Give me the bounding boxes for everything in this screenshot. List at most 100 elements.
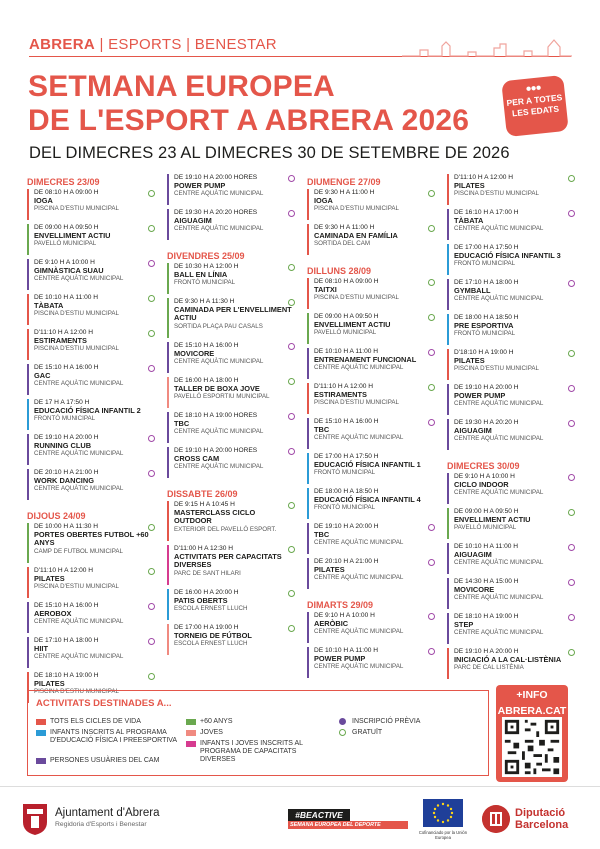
diputacio-name: Diputació Barcelona	[515, 807, 568, 831]
schedule-column-4: D'11:10 H A 12:00 H PILATES PISCINA D'ESTI…	[447, 174, 575, 683]
registration-circle-icon	[148, 260, 155, 267]
legend-label-registration: INSCRIPCIÓ PRÈVIA	[352, 718, 421, 725]
diputacio-line-2: Barcelona	[515, 819, 569, 831]
event-place: FRONTÓ MUNICIPAL	[314, 504, 376, 512]
event-name: PILATES	[454, 356, 485, 365]
event-time: DE 10:10 H A 11:00 H	[314, 647, 379, 654]
free-circle-icon	[148, 190, 155, 197]
event-name: CAMINADA PER L'ENVELLIMENT ACTIU	[174, 305, 292, 323]
event-item: DE 18:00 H A 18:50 H PRE ESPORTIVA FRONTÓ …	[447, 314, 575, 345]
event-place: FRONTÓ MUNICIPAL	[454, 260, 516, 268]
registration-dot-icon	[339, 718, 346, 725]
qr-code-icon[interactable]	[502, 717, 562, 777]
free-circle-icon	[339, 729, 346, 736]
event-name: TBC	[314, 425, 330, 434]
event-name: PILATES	[454, 181, 485, 190]
event-item: DE 9:30 H A 11:30 H CAMINADA PER L'ENVELL…	[167, 298, 295, 338]
event-name: POWER PUMP	[314, 654, 366, 663]
free-circle-icon	[288, 590, 295, 597]
event-place: CENTRE AQUÀTIC MUNICIPAL	[454, 559, 544, 567]
eu-flag-icon	[423, 799, 463, 827]
event-place: PARC DE CAL LISTÈNIA	[454, 664, 524, 672]
schedule-column-2: DE 19:10 H A 20:00 HORES POWER PUMP CENTRE…	[167, 174, 295, 659]
event-place: PAVELLÓ MUNICIPAL	[454, 524, 517, 532]
event-time: D'11:10 H A 12:00 H	[34, 567, 94, 574]
registration-circle-icon	[288, 210, 295, 217]
registration-circle-icon	[568, 385, 575, 392]
event-item: DE 19:10 H A 20:00 H POWER PUMP CENTRE AQU…	[447, 384, 575, 415]
event-item: DE 18:00 H A 18:50 H EDUCACIÓ FÍSICA INFA…	[307, 488, 435, 519]
event-name: PILATES	[34, 679, 65, 688]
registration-circle-icon	[428, 559, 435, 566]
brand-separator: |	[99, 36, 104, 53]
event-item: DE 17 H A 17:50 H EDUCACIÓ FÍSICA INFANTI…	[27, 399, 155, 430]
event-name: INICIACIÓ A LA CAL·LISTÈNIA	[454, 655, 562, 664]
event-item: DE 15:10 H A 16:00 H TBC CENTRE AQUÀTIC MU…	[307, 418, 435, 449]
event-item: DE 17:10 H A 18:00 H HIIT CENTRE AQUÀTIC M…	[27, 637, 155, 668]
legend-label-free: GRATUÏT	[352, 729, 383, 736]
footer: Ajuntament d'Abrera Regidoria d'Esports …	[0, 786, 600, 849]
event-item: DE 08:10 H A 09:00 H TAITXI PISCINA D'ESTI…	[307, 278, 435, 309]
event-name: ENVELLIMENT ACTIU	[454, 515, 531, 524]
day-heading: DILLUNS 28/09	[307, 266, 372, 276]
brand: ABRERA | ESPORTS | BENESTAR	[29, 36, 277, 53]
event-place: PISCINA D'ESTIU MUNICIPAL	[314, 294, 399, 302]
free-circle-icon	[148, 225, 155, 232]
event-place: PARC DE SANT HILARI	[174, 569, 241, 577]
event-item: DE 19:10 H A 20:00 H INICIACIÓ A LA CAL·L…	[447, 648, 575, 679]
event-item: DE 10:10 H A 11:00 H AIGUAGIM CENTRE AQUÀT…	[447, 543, 575, 574]
event-item: DE 17:10 H A 18:00 H GYMBALL CENTRE AQUÀTI…	[447, 279, 575, 310]
event-time: DE 17:00 H A 17:50 H	[314, 453, 379, 460]
event-place: PISCINA D'ESTIU MUNICIPAL	[34, 310, 119, 318]
registration-circle-icon	[568, 474, 575, 481]
title-line-1: SETMANA EUROPEA	[28, 70, 335, 103]
registration-circle-icon	[148, 470, 155, 477]
legend-item-youth: JOVES	[186, 729, 306, 737]
free-circle-icon	[428, 314, 435, 321]
legend-swatch-cam	[36, 758, 46, 764]
event-place: PISCINA D'ESTIU MUNICIPAL	[34, 688, 119, 696]
event-place: PAVELLÓ MUNICIPAL	[34, 240, 97, 248]
event-name: GIMNÀSTICA SUAU	[34, 266, 104, 275]
event-place: CENTRE AQUÀTIC MUNICIPAL	[314, 663, 404, 671]
eu-cofinanced-text: Cofinanciado por la Unión Europea	[418, 830, 468, 840]
event-time: DE 9:10 H A 10:00 H	[34, 259, 95, 266]
registration-circle-icon	[148, 435, 155, 442]
info-box[interactable]: +INFO ABRERA.CAT	[496, 685, 568, 782]
event-time: DE 16:00 H A 18:00 H	[174, 377, 239, 384]
event-name: IOGA	[34, 196, 53, 205]
event-place: CENTRE AQUÀTIC MUNICIPAL	[34, 380, 124, 388]
free-circle-icon	[288, 625, 295, 632]
event-name: GAC	[34, 371, 51, 380]
event-place: FRONTÓ MUNICIPAL	[454, 330, 516, 338]
legend-swatch-kids	[36, 730, 46, 736]
free-circle-icon	[568, 649, 575, 656]
event-name: PRE ESPORTIVA	[454, 321, 514, 330]
event-item: DE 19:10 H A 20:00 HORES CROSS CAM CENTRE …	[167, 447, 295, 478]
event-place: CENTRE AQUÀTIC MUNICIPAL	[314, 434, 404, 442]
event-name: AIGUAGIM	[454, 550, 492, 559]
event-time: DE 9:15 H A 10:45 H	[174, 501, 235, 508]
event-item: DE 20:10 H A 21:00 H PILATES CENTRE AQUÀTI…	[307, 558, 435, 589]
legend-item-kids: INFANTS INSCRITS AL PROGRAMA D'EDUCACIÓ …	[36, 729, 186, 745]
skyline-icon	[402, 39, 572, 57]
legend-swatch-cap	[186, 741, 196, 747]
event-name: EDUCACIÓ FÍSICA INFANTIL 3	[454, 251, 561, 260]
registration-circle-icon	[568, 280, 575, 287]
event-item: DE 19:10 H A 20:00 H TBC CENTRE AQUÀTIC MU…	[307, 523, 435, 554]
event-item: D'11:10 H A 12:00 H PILATES PISCINA D'ESTI…	[447, 174, 575, 205]
info-website[interactable]: ABRERA.CAT	[497, 705, 567, 717]
event-name: TALLER DE BOXA JOVE	[174, 384, 260, 393]
event-time: DE 18:10 H A 19:00 H	[34, 672, 99, 679]
info-line-1: +INFO	[516, 689, 548, 701]
event-name: AIGUAGIM	[454, 426, 492, 435]
day-heading: DIVENDRES 25/09	[167, 251, 245, 261]
schedule-column-1: DIMECRES 23/09 DE 08:10 H A 09:00 H IOGA PI…	[27, 174, 155, 707]
free-circle-icon	[148, 673, 155, 680]
event-item: DE 19:10 H A 20:00 H RUNNING CLUB CENTRE A…	[27, 434, 155, 465]
event-place: CENTRE AQUÀTIC MUNICIPAL	[174, 463, 264, 471]
event-place: PISCINA D'ESTIU MUNICIPAL	[314, 399, 399, 407]
free-circle-icon	[288, 502, 295, 509]
registration-circle-icon	[288, 343, 295, 350]
event-name: POWER PUMP	[174, 181, 226, 190]
